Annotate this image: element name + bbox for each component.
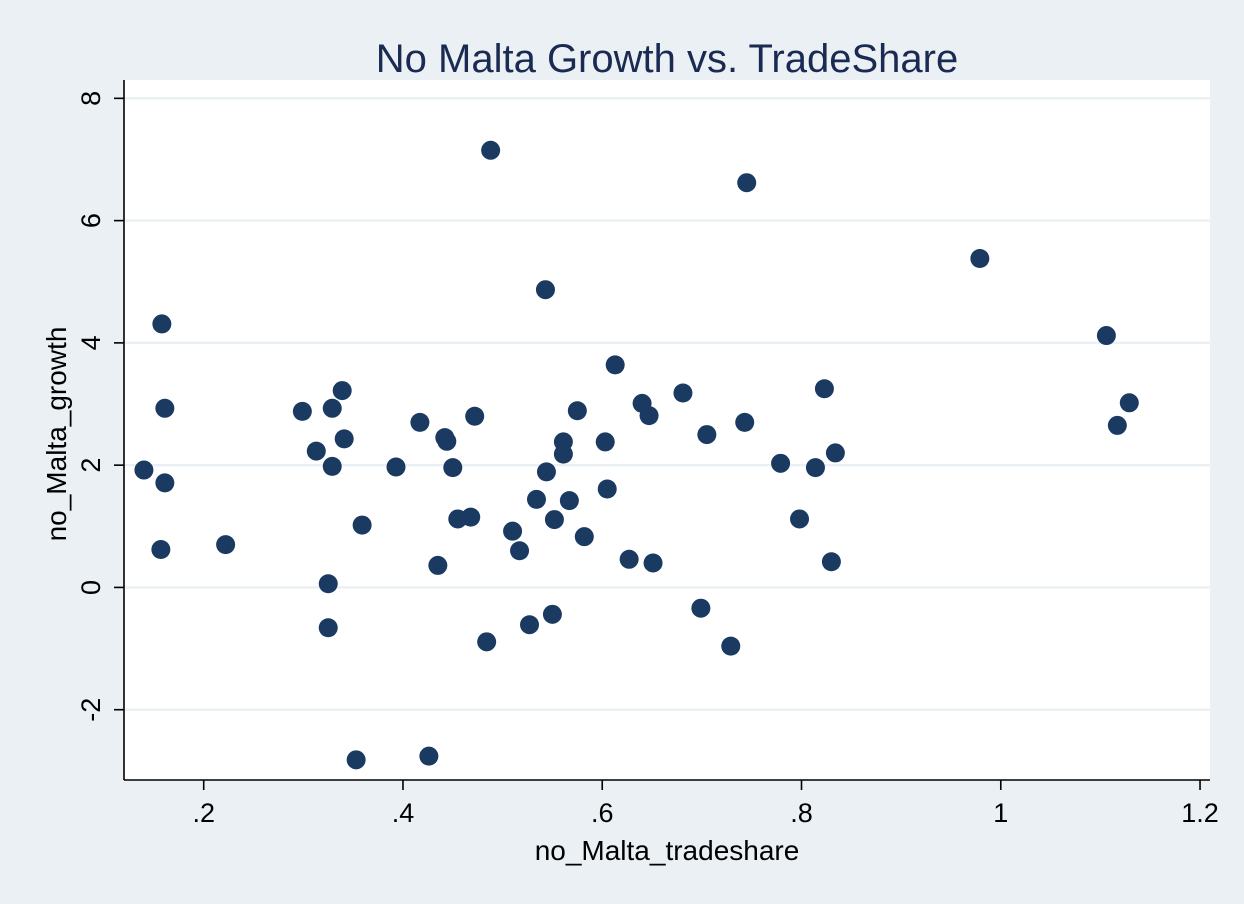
data-point-28 — [503, 521, 523, 541]
data-point-26 — [477, 632, 497, 652]
y-tick-label-3: 4 — [76, 335, 106, 350]
data-point-42 — [597, 479, 617, 499]
axes — [123, 80, 1210, 781]
data-point-44 — [619, 549, 639, 569]
data-point-21 — [437, 431, 457, 451]
y-tick-label-0: -2 — [76, 698, 106, 722]
data-point-40 — [574, 527, 594, 547]
data-point-37 — [553, 444, 573, 464]
data-point-46 — [639, 406, 659, 426]
data-point-58 — [821, 552, 841, 572]
y-tick-label-1: 0 — [76, 580, 106, 595]
x-tick-label-3: .8 — [790, 798, 813, 828]
x-tick-label-0: .2 — [192, 798, 215, 828]
y-tick-label-2: 2 — [76, 458, 106, 473]
grid-lines — [124, 97, 1210, 711]
data-point-52 — [735, 412, 755, 432]
chart-title: No Malta Growth vs. TradeShare — [376, 37, 958, 81]
y-tick-label-5: 8 — [76, 91, 106, 106]
data-point-39 — [567, 401, 587, 421]
data-point-14 — [352, 515, 372, 535]
y-tick-label-4: 6 — [76, 213, 106, 228]
data-point-24 — [461, 507, 481, 527]
data-point-29 — [510, 541, 530, 561]
x-axis-label: no_Malta_tradeshare — [535, 835, 800, 866]
y-axis-label: no_Malta_growth — [41, 327, 72, 542]
data-point-38 — [559, 491, 579, 511]
data-points — [134, 140, 1139, 770]
data-point-32 — [535, 280, 555, 300]
x-tick-label-5: 1.2 — [1181, 798, 1219, 828]
data-point-34 — [542, 604, 562, 624]
data-point-9 — [322, 456, 342, 476]
data-point-56 — [805, 458, 825, 478]
data-point-8 — [322, 398, 342, 418]
data-point-0 — [134, 460, 154, 480]
data-point-53 — [737, 173, 757, 193]
data-point-48 — [673, 383, 693, 403]
data-point-19 — [428, 555, 448, 575]
data-point-18 — [419, 746, 439, 766]
data-point-5 — [216, 535, 236, 555]
data-point-61 — [1096, 326, 1116, 346]
data-point-49 — [691, 598, 711, 618]
data-point-62 — [1107, 415, 1127, 435]
data-point-43 — [605, 355, 625, 375]
data-point-55 — [790, 509, 810, 529]
data-point-27 — [481, 140, 501, 160]
x-tick-label-1: .4 — [392, 798, 415, 828]
data-point-41 — [595, 432, 615, 452]
data-point-22 — [443, 458, 463, 478]
data-point-35 — [544, 510, 564, 530]
data-point-3 — [155, 473, 175, 493]
data-point-31 — [526, 489, 546, 509]
data-point-13 — [318, 618, 338, 638]
data-point-2 — [155, 398, 175, 418]
data-point-47 — [643, 553, 663, 573]
data-point-59 — [825, 443, 845, 463]
x-tick-label-2: .6 — [591, 798, 614, 828]
data-point-33 — [536, 462, 556, 482]
data-point-11 — [334, 429, 354, 449]
data-point-60 — [970, 249, 990, 269]
data-point-54 — [771, 453, 791, 473]
data-point-10 — [332, 381, 352, 401]
x-tick-label-4: 1 — [993, 798, 1008, 828]
data-point-57 — [814, 379, 834, 399]
data-point-7 — [306, 441, 326, 461]
data-point-12 — [318, 574, 338, 594]
data-point-16 — [386, 457, 406, 477]
data-point-1 — [152, 314, 172, 334]
plot-area — [124, 80, 1210, 780]
tick-marks: -2 0 2 4 6 8 .2 .4 .6 .8 1 1.2 — [76, 91, 1219, 828]
data-point-30 — [520, 615, 540, 635]
data-point-17 — [410, 412, 430, 432]
data-point-51 — [721, 636, 741, 656]
data-point-25 — [465, 406, 485, 426]
data-point-63 — [1119, 393, 1139, 413]
data-point-6 — [292, 401, 312, 421]
data-point-4 — [151, 540, 171, 560]
data-point-50 — [697, 425, 717, 445]
data-point-15 — [346, 750, 366, 770]
